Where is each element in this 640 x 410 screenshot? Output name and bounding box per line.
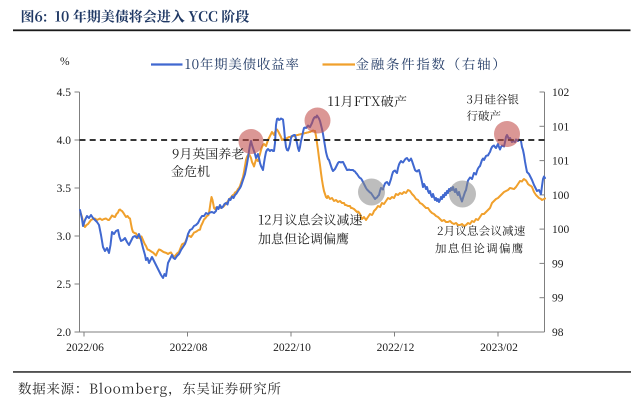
svg-text:3.0: 3.0 [57, 231, 72, 243]
svg-text:99: 99 [552, 293, 564, 305]
svg-text:2022/12: 2022/12 [377, 342, 415, 354]
svg-text:2022/08: 2022/08 [170, 342, 208, 354]
svg-text:3.5: 3.5 [57, 183, 72, 195]
svg-text:4.5: 4.5 [57, 87, 72, 99]
svg-text:2.0: 2.0 [57, 327, 72, 339]
svg-text:4.0: 4.0 [57, 135, 72, 147]
svg-text:101: 101 [552, 156, 570, 168]
svg-text:%: % [60, 56, 70, 68]
svg-text:2023/02: 2023/02 [480, 342, 518, 354]
svg-text:2022/10: 2022/10 [273, 342, 311, 354]
svg-text:100: 100 [552, 190, 570, 202]
svg-text:99: 99 [552, 258, 564, 270]
svg-text:101: 101 [552, 121, 570, 133]
svg-text:100: 100 [552, 224, 570, 236]
svg-text:102: 102 [552, 87, 570, 99]
svg-text:2022/06: 2022/06 [66, 342, 104, 354]
svg-text:98: 98 [552, 327, 564, 339]
svg-text:2.5: 2.5 [57, 279, 72, 291]
